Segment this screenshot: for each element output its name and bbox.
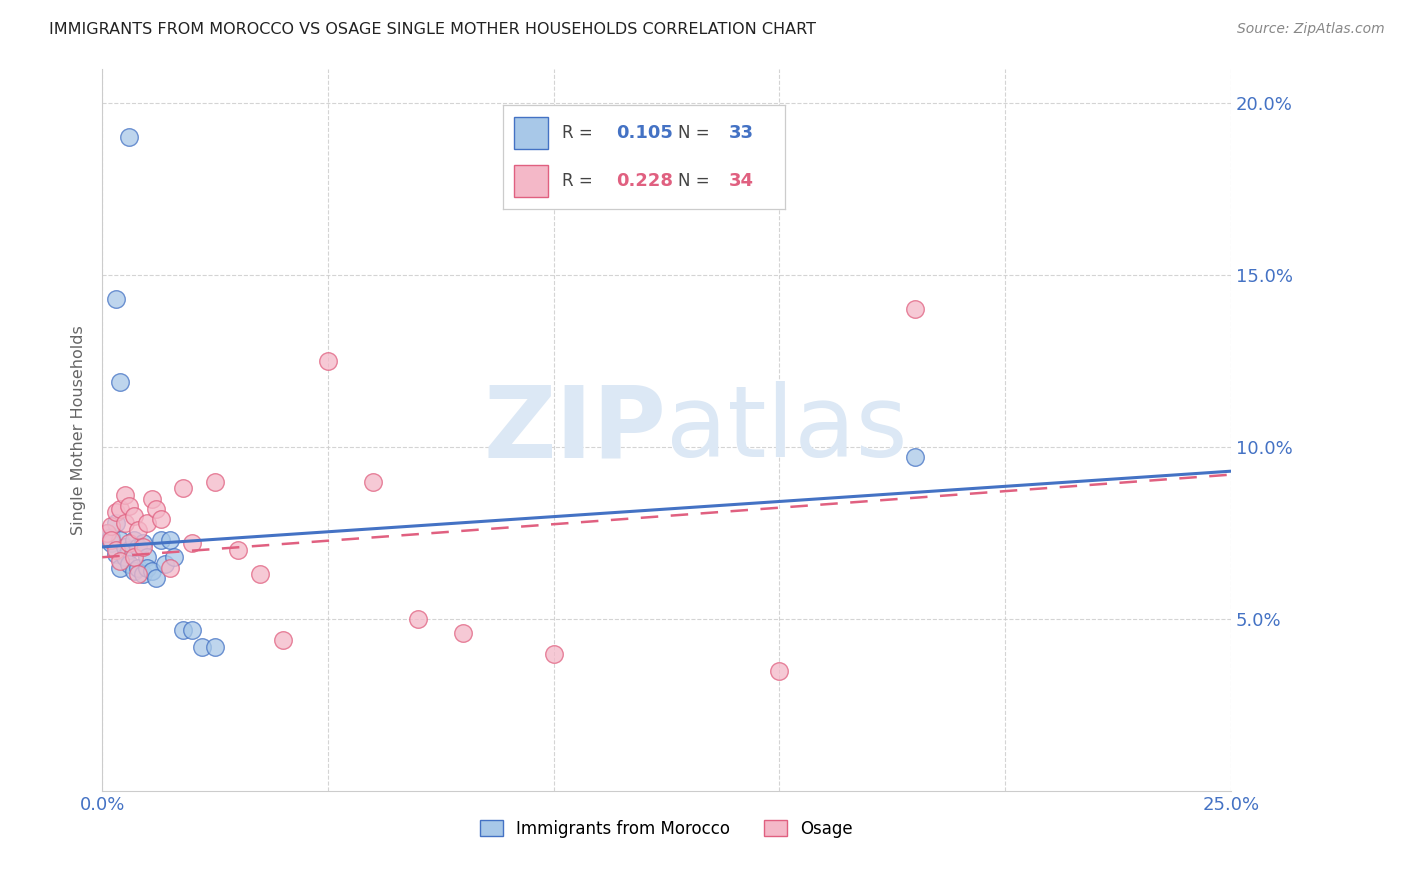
Text: Source: ZipAtlas.com: Source: ZipAtlas.com — [1237, 22, 1385, 37]
Point — [100, 519, 122, 533]
Point — [159, 560, 181, 574]
Text: ZIP: ZIP — [484, 382, 666, 478]
Y-axis label: Single Mother Households: Single Mother Households — [72, 325, 86, 535]
Point — [145, 571, 167, 585]
Point — [904, 302, 927, 317]
Point — [181, 623, 204, 637]
Point — [904, 450, 927, 465]
Point — [104, 516, 127, 530]
Point — [100, 530, 122, 544]
Point — [104, 292, 127, 306]
Point — [141, 491, 163, 506]
Point — [136, 550, 159, 565]
Point — [127, 540, 149, 554]
Point — [768, 664, 790, 678]
Point — [149, 533, 172, 547]
Point — [110, 533, 132, 547]
Point — [155, 557, 177, 571]
Point — [136, 560, 159, 574]
Point — [118, 557, 141, 571]
Point — [181, 536, 204, 550]
Point — [149, 512, 172, 526]
Point — [122, 564, 145, 578]
Point — [118, 499, 141, 513]
Point — [543, 647, 565, 661]
Point — [110, 560, 132, 574]
Point — [118, 130, 141, 145]
Point — [132, 567, 155, 582]
Point — [122, 550, 145, 565]
Point — [127, 523, 149, 537]
Point — [136, 516, 159, 530]
Point — [114, 488, 136, 502]
Point — [104, 547, 127, 561]
Point — [204, 640, 226, 654]
Point — [96, 526, 118, 541]
Point — [361, 475, 384, 489]
Point — [163, 550, 186, 565]
Point — [104, 543, 127, 558]
Point — [159, 533, 181, 547]
Point — [127, 567, 149, 582]
Point — [110, 502, 132, 516]
Point — [118, 543, 141, 558]
Text: IMMIGRANTS FROM MOROCCO VS OSAGE SINGLE MOTHER HOUSEHOLDS CORRELATION CHART: IMMIGRANTS FROM MOROCCO VS OSAGE SINGLE … — [49, 22, 817, 37]
Point — [172, 623, 194, 637]
Point — [127, 560, 149, 574]
Point — [316, 354, 339, 368]
Point — [100, 533, 122, 547]
Point — [406, 612, 429, 626]
Point — [145, 502, 167, 516]
Point — [132, 536, 155, 550]
Point — [453, 626, 475, 640]
Point — [226, 543, 249, 558]
Point — [172, 482, 194, 496]
Point — [100, 536, 122, 550]
Point — [96, 526, 118, 541]
Point — [122, 508, 145, 523]
Point — [110, 554, 132, 568]
Point — [114, 540, 136, 554]
Point — [132, 540, 155, 554]
Point — [122, 533, 145, 547]
Point — [141, 564, 163, 578]
Point — [114, 516, 136, 530]
Point — [104, 506, 127, 520]
Point — [204, 475, 226, 489]
Point — [118, 536, 141, 550]
Point — [249, 567, 271, 582]
Point — [271, 632, 294, 647]
Legend: Immigrants from Morocco, Osage: Immigrants from Morocco, Osage — [474, 813, 860, 845]
Text: atlas: atlas — [666, 382, 908, 478]
Point — [114, 550, 136, 565]
Point — [190, 640, 212, 654]
Point — [110, 375, 132, 389]
